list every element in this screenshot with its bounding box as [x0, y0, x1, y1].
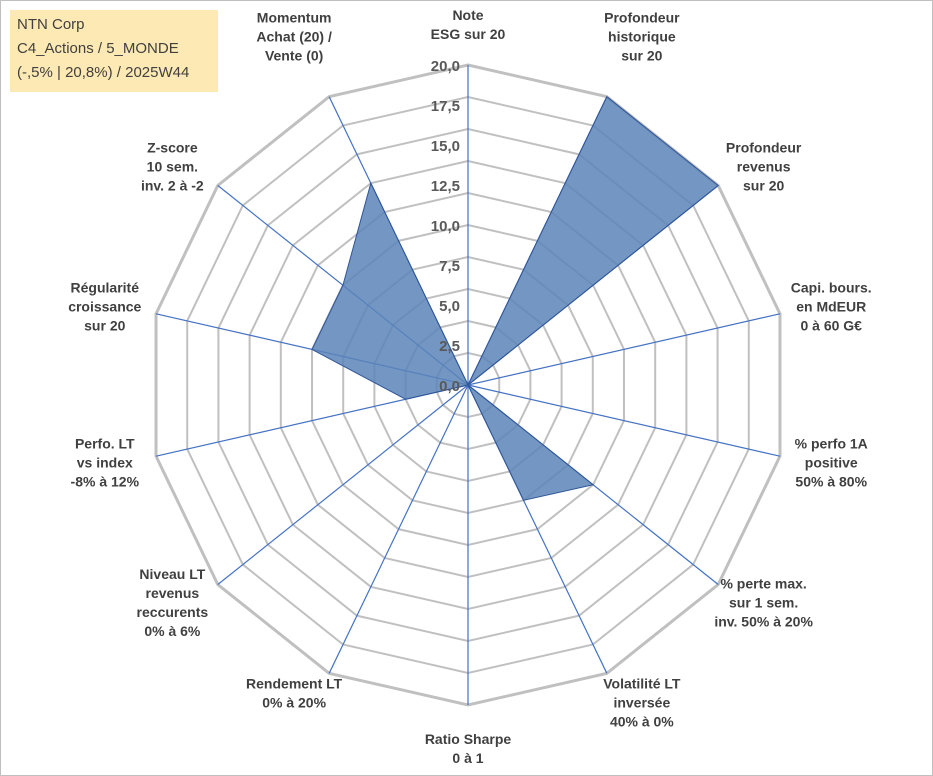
company-name: NTN Corp	[17, 16, 85, 33]
radial-tick-label: 10,0	[431, 218, 460, 235]
axis-spoke	[467, 384, 781, 457]
radial-tick-label: 15,0	[431, 138, 460, 155]
axis-label: Ratio Sharpe 0 à 1	[425, 731, 512, 766]
axis-label: Volatilité LT inversée 40% à 0%	[603, 675, 681, 729]
axis-label: Note ESG sur 20	[431, 7, 506, 42]
axis-label: Niveau LT revenus reccurents 0% à 6%	[137, 566, 209, 639]
radial-tick-label: 2,5	[439, 338, 460, 355]
axis-label: % perte max. sur 1 sem. inv. 50% à 20%	[714, 576, 813, 630]
axis-label: Z-score 10 sem. inv. 2 à -2	[141, 139, 204, 193]
radial-tick-label: 17,5	[431, 98, 460, 115]
radial-tick-label: 12,5	[431, 178, 460, 195]
axis-label: Profondeur historique sur 20	[604, 10, 680, 64]
chart-title-box: NTN Corp C4_Actions / 5_MONDE (-,5% | 20…	[10, 10, 218, 92]
axis-label: Perfo. LT vs index -8% à 12%	[71, 435, 140, 489]
axis-label: % perfo 1A positive 50% à 80%	[795, 435, 868, 489]
axis-spoke	[467, 313, 781, 386]
axis-label: Capi. bours. en MdEUR 0 à 60 G€	[791, 280, 872, 334]
radial-tick-label: 7,5	[439, 258, 460, 275]
radial-tick-label: 20,0	[431, 58, 460, 75]
axis-spoke	[328, 384, 469, 674]
axis-label: Profondeur revenus sur 20	[726, 139, 802, 193]
axis-spoke	[217, 384, 469, 585]
range-week: (-,5% | 20,8%) / 2025W44	[17, 64, 190, 81]
axis-label: Rendement LT 0% à 20%	[246, 675, 343, 710]
data-series-area	[311, 95, 719, 501]
axis-label: Régularité croissance sur 20	[68, 280, 141, 334]
axis-label: Momentum Achat (20) / Vente (0)	[256, 10, 332, 64]
radial-tick-label: 0,0	[439, 378, 460, 395]
portfolio-name: C4_Actions / 5_MONDE	[17, 40, 179, 57]
radial-tick-label: 5,0	[439, 298, 460, 315]
